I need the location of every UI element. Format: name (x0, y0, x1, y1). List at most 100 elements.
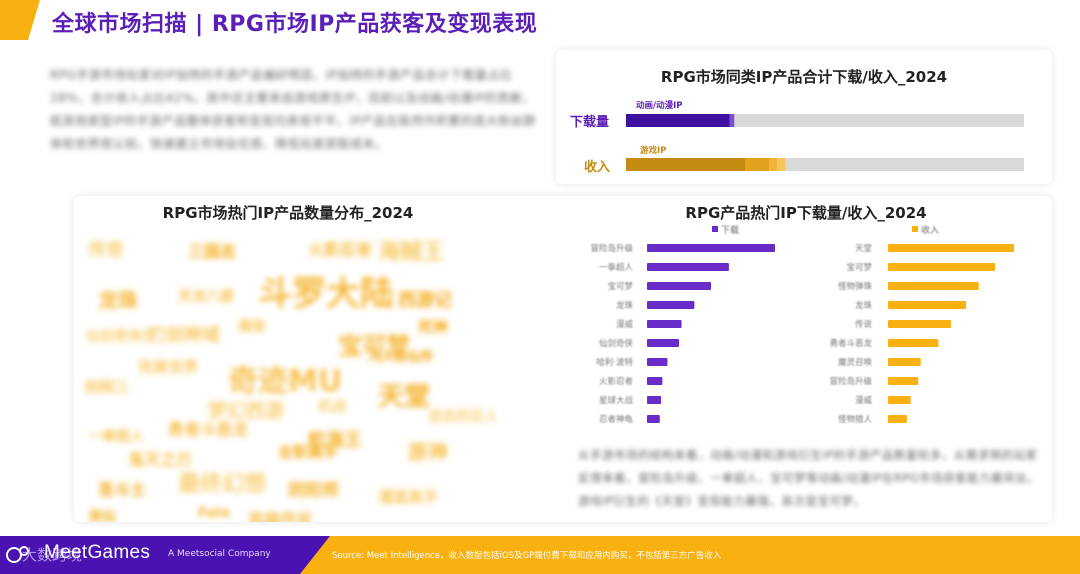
revenue-segment-label: 游戏IP (640, 146, 667, 156)
wordcloud-word: 刀剑神域 (148, 325, 220, 346)
wordcloud-word: 机战 (318, 399, 346, 415)
wordcloud-word: 最终幻想 (178, 472, 267, 497)
brand-logo-icon (6, 546, 29, 563)
wordcloud-word: 斗罗大陆 (258, 274, 394, 314)
bar-download (647, 320, 682, 328)
bar-label-revenue: 传说 (855, 319, 873, 330)
wordcloud-word: 三国志 (188, 242, 237, 261)
wordcloud-word: 凡人修仙传 (368, 350, 434, 365)
bar-label-revenue: 宝可梦 (846, 262, 872, 273)
legend-label-download: 下载 (721, 224, 739, 236)
bar-label-download: 漫威 (616, 319, 634, 330)
wordcloud-word: 鬼灭之刃 (128, 450, 193, 469)
wordcloud-title: RPG市场热门IP产品数量分布_2024 (162, 204, 414, 222)
wordcloud-word: 原神 (408, 440, 448, 464)
wordcloud-word: 传奇 (88, 240, 124, 261)
bar-download (647, 339, 679, 347)
wordcloud-words: 斗罗大陆 奇迹MU 传奇 三国志 海贼王 龙珠 火影忍者 仙剑奇侠传 西游记 剑网三 宝可梦 勇者斗恶… (78, 226, 498, 522)
brand-tagline: A Meetsocial Company (168, 549, 271, 559)
bar-label-download: 龙珠 (616, 300, 634, 311)
source-note: Source: Meet Intelligence，收入数据包括iOS及GP端付… (332, 551, 722, 561)
footer: 大数跨境 MeetGames A Meetsocial Company Sour… (0, 536, 1080, 574)
share-chart-title: RPG市场同类IP产品合计下载/收入_2024 (660, 68, 948, 86)
wordcloud-word: 阴阳师 (288, 481, 339, 501)
wordcloud-word: 梦幻西游 (208, 400, 285, 422)
bar-label-revenue: 龙珠 (855, 300, 873, 311)
bar-revenue (888, 377, 919, 385)
download-segment-label: 动画/动漫IP (636, 101, 683, 111)
bar-label-revenue: 漫威 (855, 395, 873, 406)
bar-label-download: 仙剑奇侠 (599, 338, 634, 349)
wordcloud-word: 西游记 (398, 290, 452, 311)
wordcloud-word: 完美世界 (138, 358, 199, 376)
bar-label-download: 哈利·波特 (596, 357, 633, 368)
legend-label-revenue: 收入 (921, 224, 939, 236)
bottom-paragraph: 从手游市场的结构来看，动画/动漫和游戏衍生IP的手游产品数量较多，从需求侧的玩家… (578, 448, 1040, 508)
bar-label-download: 冒险岛升级 (590, 243, 633, 254)
share-segment (729, 114, 735, 127)
bar-revenue (888, 320, 951, 328)
wordcloud-word: 天堂 (378, 382, 431, 412)
share-segment (777, 158, 786, 171)
share-segment (626, 158, 746, 171)
wordcloud-word: 龙珠 (98, 288, 138, 312)
download-metric-label: 下载量 (570, 115, 610, 130)
wordcloud-word: Fate (198, 506, 230, 521)
wordcloud-word: 勇者斗恶龙 (168, 420, 249, 439)
page-header: 全球市场扫描 | RPG市场IP产品获客及变现表现 (0, 0, 1080, 44)
brand-cn-name: 大数跨境 (22, 546, 83, 564)
header-accent (0, 0, 40, 40)
bar-download (647, 263, 729, 271)
wordcloud-word: 奇迹MU (228, 364, 343, 399)
bar-label-download: 一拳超人 (599, 262, 634, 273)
wordcloud-word: 海贼王 (378, 240, 445, 265)
wordcloud-word: 一拳超人 (88, 429, 144, 445)
bar-revenue (888, 282, 979, 290)
brand-name: MeetGames (44, 542, 151, 563)
bar-download (647, 358, 668, 366)
ip-bar-charts: 下载冒险岛升级一拳超人宝可梦龙珠漫威仙剑奇侠哈利·波特火影忍者星球大战忍者神龟收… (590, 224, 1014, 425)
bar-revenue (888, 263, 996, 271)
bar-download (647, 377, 663, 385)
revenue-metric-label: 收入 (584, 160, 611, 175)
wordcloud-word: 航海王 (308, 430, 362, 451)
share-bars (626, 114, 1024, 171)
wordcloud-word: 宝可梦 (338, 332, 410, 360)
bar-download (647, 282, 711, 290)
bar-download (647, 415, 660, 423)
bar-label-download: 宝可梦 (607, 281, 633, 292)
share-segment (745, 158, 770, 171)
wordcloud-word: 死神 (418, 318, 449, 336)
bar-revenue (888, 244, 1014, 252)
legend-swatch-revenue (912, 226, 918, 232)
bar-label-revenue: 天堂 (855, 243, 872, 254)
bar-label-revenue: 勇者斗恶龙 (829, 338, 872, 349)
bar-label-revenue: 怪物弹珠 (838, 281, 873, 292)
bar-revenue (888, 339, 939, 347)
wordcloud-word: 仙剑奇侠传 (86, 329, 156, 345)
wordcloud-word: 天龙八部 (178, 289, 234, 305)
bar-label-revenue: 冒险岛升级 (829, 376, 872, 387)
wordcloud-word: 诛仙 (88, 509, 116, 522)
bar-label-revenue: 怪物猎人 (838, 414, 873, 425)
footer-source-band (300, 536, 1080, 574)
wordcloud-word: 剑网三 (84, 378, 130, 396)
wordcloud-word: 魔兽 (238, 319, 266, 335)
bar-label-download: 火影忍者 (599, 376, 634, 387)
footer-brand-band (0, 536, 330, 574)
bar-revenue (888, 396, 911, 404)
share-segment (626, 114, 730, 127)
wordcloud-word: 进击的巨人 (428, 409, 498, 425)
bar-label-download: 忍者神龟 (599, 414, 634, 425)
wordcloud-word: 全职高手 (278, 443, 339, 461)
bar-download (647, 396, 662, 404)
share-segment (769, 158, 778, 171)
bar-download (647, 301, 695, 309)
bar-revenue (888, 358, 921, 366)
page-title: 全球市场扫描 | RPG市场IP产品获客及变现表现 (52, 12, 538, 37)
bar-download (647, 244, 775, 252)
wordcloud: 斗罗大陆 奇迹MU 传奇 三国志 海贼王 龙珠 火影忍者 仙剑奇侠传 西游记 剑网三 宝可梦 勇者斗恶… (78, 226, 498, 522)
bar-revenue (888, 301, 967, 309)
bar-revenue (888, 415, 907, 423)
wordcloud-word: 英雄传说 (248, 510, 313, 522)
